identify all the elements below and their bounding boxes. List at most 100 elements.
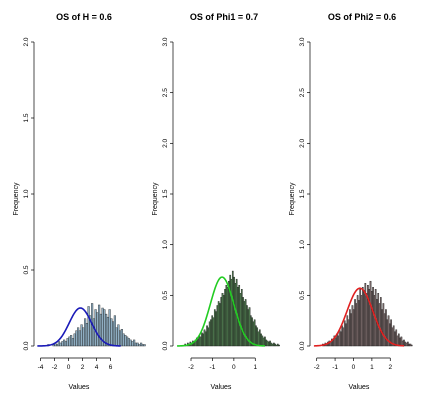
y-tick-label: 2.0 (23, 37, 30, 46)
y-tick-label: 2.0 (299, 138, 306, 147)
histogram-bar (349, 309, 351, 347)
histogram-bar (70, 335, 73, 347)
histogram-bar (138, 344, 141, 347)
histogram-bar (201, 332, 203, 347)
histogram-bar (242, 297, 244, 347)
chart-panel-2: OS of Phi1 = 0.7 0.0 0.5 1.0 1.5 2.0 2.5 3.0 Fre… (152, 12, 280, 391)
histogram-bar (119, 330, 122, 347)
histogram-bar (87, 306, 90, 347)
histogram-bar (264, 336, 266, 347)
histogram-bar (382, 303, 385, 347)
x-tick-label: -1 (332, 364, 338, 371)
histogram-bar (82, 327, 85, 347)
histogram-bar (341, 325, 343, 347)
histogram-bar (398, 333, 400, 347)
histogram-bar (136, 342, 139, 347)
histogram-bar (140, 342, 143, 347)
histogram-bar (133, 339, 136, 347)
histogram-bar (122, 333, 125, 347)
histogram-bar (276, 343, 279, 347)
x-tick-label: 6 (109, 364, 113, 371)
histogram-bar (363, 291, 365, 347)
histogram-bar (66, 338, 69, 347)
histogram-bar (253, 319, 256, 347)
histogram-bar (202, 333, 205, 347)
histogram-bar (269, 340, 271, 347)
histogram-bar (262, 337, 265, 347)
histogram-bar (211, 315, 214, 347)
x-tick-label: -4 (38, 364, 44, 371)
histogram-bar (400, 336, 403, 347)
density-curve (313, 287, 405, 347)
histogram-bar (355, 303, 358, 347)
histogram-bar (217, 301, 220, 347)
histogram-bar (238, 285, 241, 347)
histogram-bar (117, 324, 120, 347)
chart-panel-3: OS of Phi2 = 0.6 0.0 0.5 1.0 1.5 2.0 2.5 3.0 Fre… (289, 12, 413, 391)
density-curve (37, 307, 121, 347)
histogram-bar (234, 282, 237, 347)
x-tick-label: 2 (81, 364, 85, 371)
x-axis-label: Values (349, 384, 370, 391)
histogram-bar (75, 330, 78, 347)
histogram-bar (409, 343, 412, 347)
histogram-bar (354, 299, 356, 347)
y-tick-label: 0.0 (162, 341, 169, 350)
y-tick-label: 0.0 (299, 341, 306, 350)
histogram-bar (258, 329, 261, 347)
y-tick-label: 2.5 (162, 88, 169, 97)
histogram-bar (220, 297, 223, 347)
histogram-bar (271, 343, 274, 347)
histogram-bar (368, 289, 371, 347)
histogram-bar (73, 333, 76, 347)
chart-title-1: OS of H = 0.6 (56, 12, 112, 22)
histogram-bar (68, 336, 71, 347)
histogram-bar (112, 321, 115, 347)
histogram-bar (229, 274, 232, 347)
histogram-bar (334, 337, 337, 347)
histogram-bar (103, 309, 106, 347)
histogram-bar (351, 305, 354, 347)
histogram-bar (207, 327, 210, 347)
histogram-bar (261, 335, 264, 347)
histogram-bar (113, 315, 116, 347)
histogram-bar (206, 325, 208, 347)
histogram-bar (378, 303, 381, 347)
histogram-bar (84, 318, 87, 347)
histogram-bar (358, 300, 360, 347)
histogram-bar (360, 295, 363, 347)
histogram-bar (278, 344, 280, 347)
y-tick-label: 2.5 (299, 88, 306, 97)
y-tick-label: 1.5 (162, 189, 169, 198)
histogram-bar (225, 285, 228, 347)
histogram-bar (274, 343, 277, 347)
histogram-bar (108, 309, 111, 347)
histogram-bar (216, 305, 219, 347)
chart-panel-1: OS of H = 0.6 0.0 0.5 1.0 1.5 2.0 Frequency -4 -… (13, 12, 146, 391)
histogram-bar (210, 319, 212, 347)
histogram-bar (367, 285, 369, 347)
histogram-bar (361, 287, 364, 347)
histogram-bar (105, 313, 108, 347)
histogram-bar (231, 270, 234, 347)
y-tick-label: 0.5 (23, 265, 30, 274)
histogram-bar (57, 341, 60, 347)
histogram-bar (203, 329, 206, 347)
histogram-bar (115, 327, 118, 347)
histogram-bar (342, 327, 345, 347)
histogram-bar (255, 325, 257, 347)
histogram-bar (127, 338, 130, 347)
histogram-bar (379, 297, 382, 347)
histogram-bar (275, 344, 278, 347)
y-tick-label: 1.5 (23, 113, 30, 122)
histogram-bar (85, 323, 88, 347)
y-tick-label: 3.0 (299, 37, 306, 46)
histogram-bar (395, 329, 398, 347)
histogram-bar (338, 329, 341, 347)
histogram-bar (373, 295, 376, 347)
x-tick-label: -1 (210, 364, 216, 371)
histogram-bar (226, 287, 229, 347)
histogram-bar (106, 316, 109, 347)
histogram-bar (221, 293, 224, 347)
y-axis-label: Frequency (289, 182, 296, 216)
